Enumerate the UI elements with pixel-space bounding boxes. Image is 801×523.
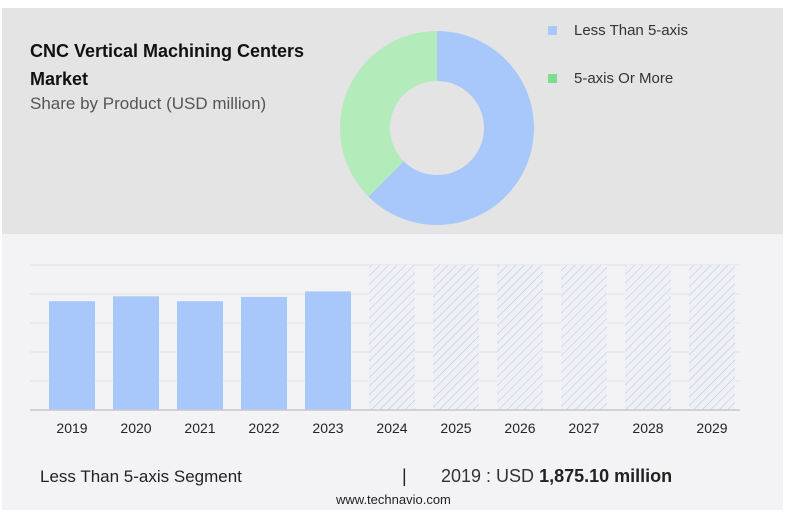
donut-slice-less-than-5-axis bbox=[368, 31, 534, 225]
x-tick-label: 2021 bbox=[184, 420, 215, 436]
forecast-bar-2027 bbox=[561, 265, 607, 410]
x-tick-label: 2023 bbox=[312, 420, 343, 436]
segment-label: Less Than 5-axis Segment bbox=[40, 467, 242, 486]
legend-item-less-than-5-axis: Less Than 5-axis bbox=[548, 22, 688, 39]
x-tick-label: 2020 bbox=[120, 420, 151, 436]
x-tick-label: 2026 bbox=[504, 420, 535, 436]
source-url: www.technavio.com bbox=[336, 492, 451, 507]
forecast-bar-2029 bbox=[689, 265, 735, 410]
legend-swatch bbox=[548, 26, 557, 35]
bar-2020 bbox=[113, 296, 159, 410]
x-tick-label: 2029 bbox=[696, 420, 727, 436]
forecast-bar-2024 bbox=[369, 265, 415, 410]
legend-item-5-axis-or-more: 5-axis Or More bbox=[548, 70, 673, 87]
donut-slice-5-axis-or-more bbox=[339, 31, 437, 197]
bar-2021 bbox=[177, 301, 223, 410]
bar-2023 bbox=[305, 291, 351, 410]
bar-2019 bbox=[49, 301, 95, 410]
legend-label: Less Than 5-axis bbox=[574, 22, 688, 39]
separator: | bbox=[402, 466, 407, 486]
forecast-bar-2025 bbox=[433, 265, 479, 410]
legend-swatch bbox=[548, 74, 557, 83]
value-amount: 1,875.10 million bbox=[539, 466, 673, 486]
x-tick-label: 2024 bbox=[376, 420, 407, 436]
x-tick-label: 2025 bbox=[440, 420, 471, 436]
x-tick-label: 2028 bbox=[632, 420, 663, 436]
chart-title: CNC Vertical Machining Centers Market bbox=[30, 41, 305, 89]
x-tick-label: 2022 bbox=[248, 420, 279, 436]
legend-label: 5-axis Or More bbox=[574, 70, 674, 87]
x-tick-label: 2027 bbox=[568, 420, 599, 436]
segment-value: 2019 : USD 1,875.10 million bbox=[441, 466, 672, 487]
x-tick-label: 2019 bbox=[56, 420, 87, 436]
year-label: 2019 : USD bbox=[441, 466, 535, 486]
forecast-bar-2028 bbox=[625, 265, 671, 410]
bar-2022 bbox=[241, 296, 287, 410]
chart-subtitle: Share by Product (USD million) bbox=[30, 94, 267, 113]
forecast-bar-2026 bbox=[497, 265, 543, 410]
